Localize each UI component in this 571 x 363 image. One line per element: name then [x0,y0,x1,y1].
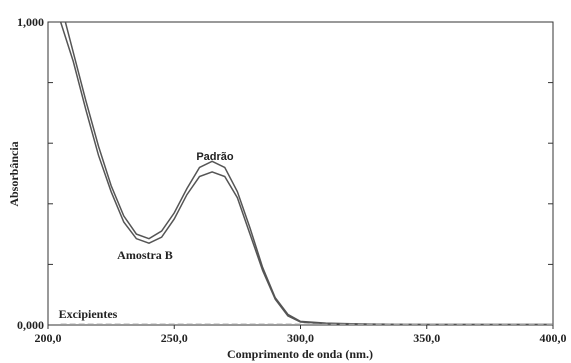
series-label: Excipientes [59,307,118,321]
series-label: Padrão [196,151,234,163]
x-tick-label: 200,0 [35,331,62,345]
x-tick-label: 350,0 [413,331,440,345]
series-line [59,22,553,325]
y-axis-title: Absorbância [7,141,21,206]
x-tick-label: 400,0 [540,331,567,345]
plot-frame [47,21,554,326]
series-line [64,22,553,325]
plot-area [59,22,553,325]
y-tick-label: 1,000 [17,15,44,29]
x-axis-title: Comprimento de onda (nm.) [227,347,373,361]
y-tick-label: 0,000 [17,318,44,332]
x-tick-label: 300,0 [287,331,314,345]
x-tick-label: 250,0 [161,331,188,345]
series-label: Amostra B [117,248,173,262]
